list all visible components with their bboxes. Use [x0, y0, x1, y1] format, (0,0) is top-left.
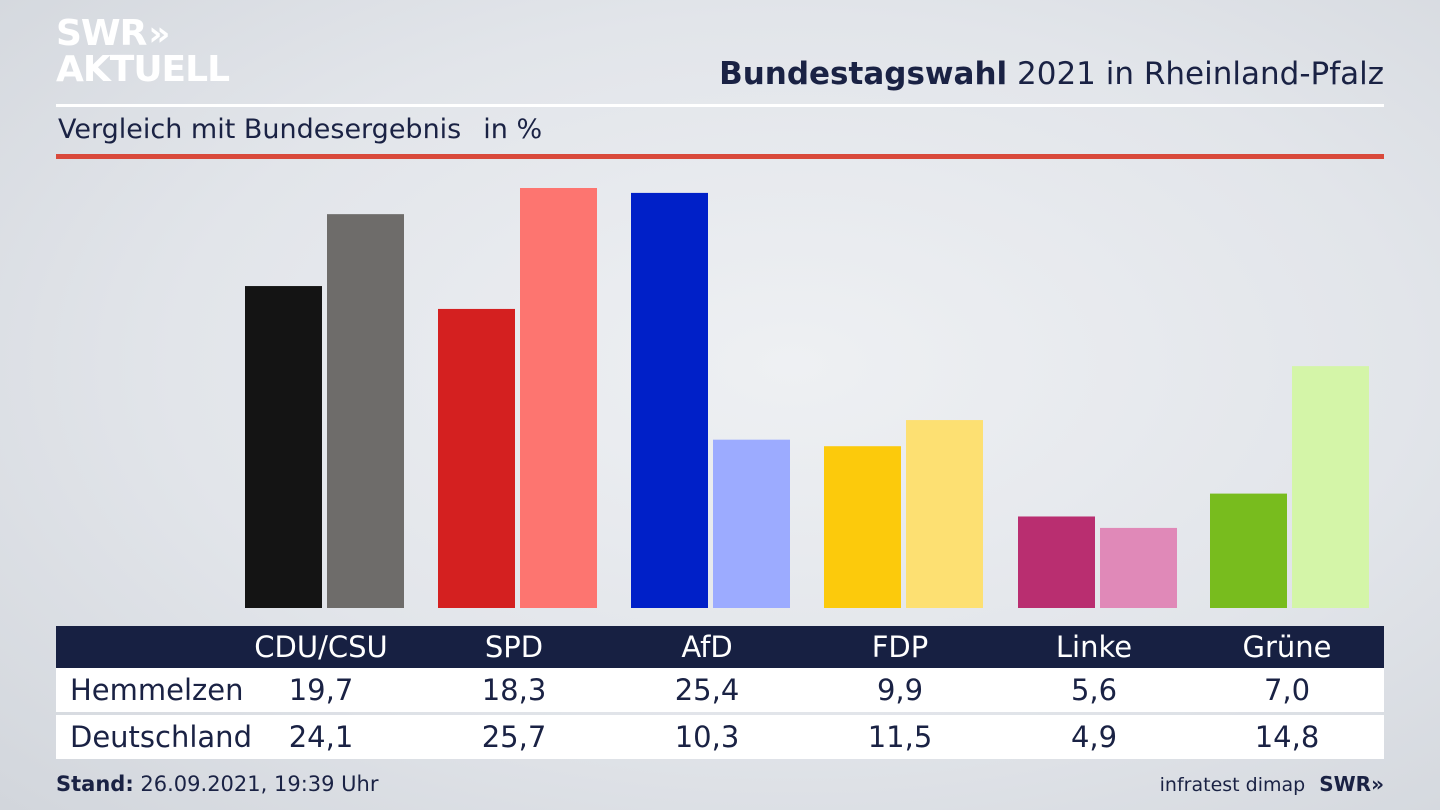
- bar-cdu-csu-local: [245, 286, 322, 608]
- table-cell: 7,0: [1263, 673, 1311, 707]
- table-cell: 24,1: [288, 720, 354, 754]
- header-linke: Linke: [1055, 630, 1133, 664]
- title-divider: [56, 104, 1384, 107]
- table-row-deutschland: Deutschland 24,1 25,7 10,3 11,5 4,9 14,8: [56, 715, 1384, 759]
- logo-aktuell-text: AKTUELL: [56, 49, 230, 90]
- header-gruene: Grüne: [1242, 630, 1332, 664]
- header-afd: AfD: [681, 630, 733, 664]
- accent-divider: [56, 154, 1384, 159]
- table-row-hemmelzen: Hemmelzen 19,7 18,3 25,4 9,9 5,6 7,0: [56, 668, 1384, 712]
- bar-afd-local: [631, 192, 708, 609]
- table-cell: 14,8: [1254, 720, 1320, 754]
- bar-afd-national: [713, 439, 790, 608]
- unit-label: in %: [483, 114, 543, 145]
- bar-spd-national: [520, 188, 597, 608]
- header-cdu-csu: CDU/CSU: [254, 630, 388, 664]
- table-cell: 9,9: [876, 673, 924, 707]
- logo-swr-text: SWR: [56, 13, 147, 54]
- header-fdp: FDP: [871, 630, 929, 664]
- bar-fdp-national: [906, 420, 983, 608]
- title-bold: Bundestagswahl: [719, 56, 1008, 92]
- table-cell: 19,7: [288, 673, 354, 707]
- bar-cdu-csu-national: [327, 214, 404, 608]
- subtitle-text: Vergleich mit Bundesergebnis: [58, 114, 462, 145]
- title-rest: 2021 in Rheinland-Pfalz: [1007, 56, 1384, 92]
- bar-linke-local: [1018, 516, 1095, 608]
- swr-aktuell-logo: SWR» AKTUELL: [56, 13, 230, 90]
- bar-spd-local: [438, 308, 515, 608]
- bar-gr-ne-local: [1210, 493, 1287, 608]
- stand-label: Stand:: [56, 772, 134, 796]
- chart-subtitle: Vergleich mit Bundesergebnis in %: [58, 114, 542, 145]
- source-text: infratest dimap: [1159, 774, 1306, 796]
- table-cell: 18,3: [481, 673, 547, 707]
- stand-value: 26.09.2021, 19:39 Uhr: [133, 772, 379, 796]
- bar-fdp-local: [824, 446, 901, 608]
- table-header-row: CDU/CSU SPD AfD FDP Linke Grüne: [56, 626, 1384, 668]
- bar-linke-national: [1100, 527, 1177, 608]
- header-spd: SPD: [484, 630, 544, 664]
- row-label: Deutschland: [70, 720, 252, 754]
- bar-gr-ne-national: [1292, 366, 1369, 608]
- chart-title: Bundestagswahl 2021 in Rheinland-Pfalz: [719, 56, 1384, 92]
- results-table: CDU/CSU SPD AfD FDP Linke Grüne Hemmelze…: [56, 626, 1384, 759]
- table-cell: 10,3: [674, 720, 740, 754]
- table-cell: 5,6: [1070, 673, 1118, 707]
- table-cell: 11,5: [867, 720, 933, 754]
- row-label: Hemmelzen: [70, 673, 244, 707]
- table-cell: 4,9: [1070, 720, 1118, 754]
- source-credit: infratest dimap SWR»: [1160, 772, 1384, 796]
- footer-swr-logo: SWR»: [1319, 772, 1384, 796]
- table-cell: 25,7: [481, 720, 547, 754]
- table-cell: 25,4: [674, 673, 740, 707]
- timestamp: Stand: 26.09.2021, 19:39 Uhr: [56, 772, 379, 796]
